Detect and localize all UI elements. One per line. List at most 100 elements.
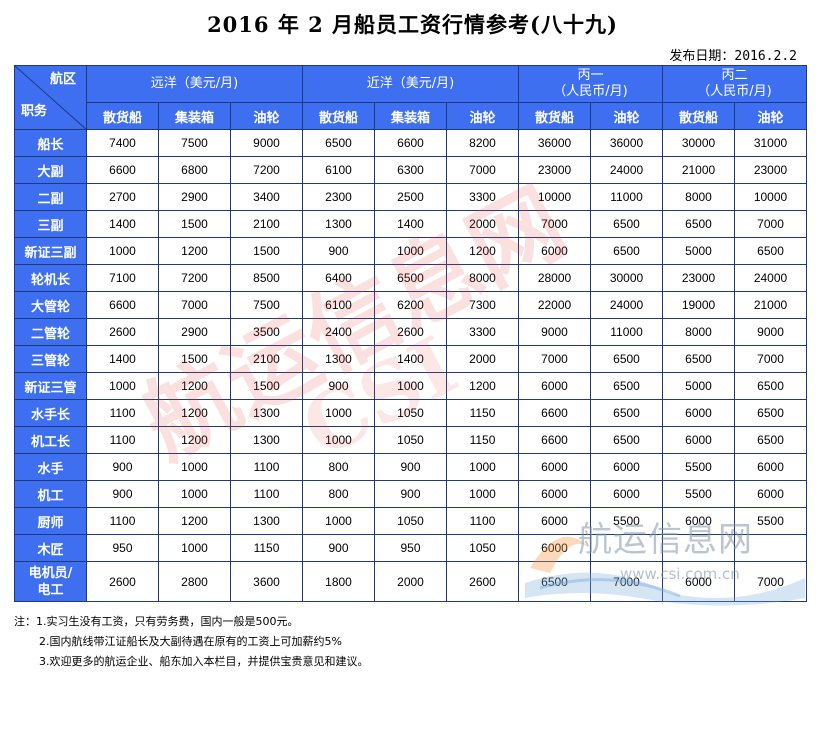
salary-cell: 21000 xyxy=(734,291,808,319)
salary-cell: 7000 xyxy=(734,561,808,602)
salary-cell: 6500 xyxy=(734,372,808,400)
salary-cell: 6000 xyxy=(662,561,736,602)
salary-cell: 6200 xyxy=(374,291,447,319)
salary-cell: 30000 xyxy=(589,264,664,292)
salary-cell: 7000 xyxy=(446,156,519,184)
salary-cell: 1100 xyxy=(230,480,303,508)
salary-cell: 1200 xyxy=(446,372,519,400)
row-role-label: 厨师 xyxy=(14,507,87,535)
salary-cell: 2600 xyxy=(374,318,447,346)
table-row: 二副 2700 2900 3400 2300 2500 3300 10000 11000 8000… xyxy=(14,183,808,211)
row-role-label: 机工长 xyxy=(14,426,87,454)
salary-cell: 3400 xyxy=(230,183,303,211)
salary-cell: 3500 xyxy=(230,318,303,346)
row-role-label: 三管轮 xyxy=(14,345,87,373)
salary-cell: 21000 xyxy=(662,156,736,184)
salary-cell: 2000 xyxy=(446,345,519,373)
salary-cell: 6600 xyxy=(374,129,447,157)
salary-cell: 6500 xyxy=(589,237,664,265)
salary-cell: 2000 xyxy=(446,210,519,238)
salary-cell: 1000 xyxy=(158,534,231,562)
salary-cell: 1000 xyxy=(158,453,231,481)
salary-cell: 8000 xyxy=(446,264,519,292)
salary-cell: 900 xyxy=(86,480,159,508)
salary-cell: 5000 xyxy=(662,237,736,265)
salary-cell: 24000 xyxy=(589,291,664,319)
salary-cell: 900 xyxy=(374,453,447,481)
salary-cell: 6800 xyxy=(158,156,231,184)
corner-role-label: 职务 xyxy=(21,104,48,119)
salary-cell: 6000 xyxy=(734,453,808,481)
salary-cell: 800 xyxy=(302,480,375,508)
subheader-cell: 散货船 xyxy=(662,102,736,130)
salary-cell: 6500 xyxy=(734,426,808,454)
salary-cell: 6500 xyxy=(662,210,736,238)
salary-cell: 5000 xyxy=(662,372,736,400)
salary-cell: 6500 xyxy=(589,372,664,400)
salary-cell: 2600 xyxy=(86,561,159,602)
salary-cell: 1300 xyxy=(302,210,375,238)
salary-cell: 11000 xyxy=(589,318,664,346)
salary-cell: 950 xyxy=(374,534,447,562)
salary-cell: 2500 xyxy=(374,183,447,211)
salary-cell: 1150 xyxy=(446,426,519,454)
salary-cell: 6500 xyxy=(734,399,808,427)
salary-cell: 2100 xyxy=(230,210,303,238)
salary-cell: 5500 xyxy=(734,507,808,535)
table-row: 电机员/电工 2600 2800 3600 1800 2000 2600 6500 7000 60… xyxy=(14,561,808,602)
table-row: 轮机长 7100 7200 8500 6400 6500 8000 28000 30000 230… xyxy=(14,264,808,292)
salary-cell: 1300 xyxy=(230,399,303,427)
salary-cell: 6500 xyxy=(589,426,664,454)
salary-cell: 1500 xyxy=(158,345,231,373)
salary-cell: 1000 xyxy=(158,480,231,508)
salary-cell: 9000 xyxy=(230,129,303,157)
salary-cell: 6500 xyxy=(662,345,736,373)
row-role-label: 水手 xyxy=(14,453,87,481)
salary-cell: 6100 xyxy=(302,291,375,319)
salary-cell: 1500 xyxy=(158,210,231,238)
table-row: 三管轮 1400 1500 2100 1300 1400 2000 7000 6500 6500 7… xyxy=(14,345,808,373)
salary-cell: 6000 xyxy=(662,507,736,535)
salary-cell: 2700 xyxy=(86,183,159,211)
row-role-label: 新证三副 xyxy=(14,237,87,265)
table-row: 厨师 1100 1200 1300 1000 1050 1100 6000 5500 6000 55… xyxy=(14,507,808,535)
salary-cell: 6500 xyxy=(589,210,664,238)
salary-cell: 1050 xyxy=(374,507,447,535)
salary-cell: 6500 xyxy=(374,264,447,292)
salary-cell: 7000 xyxy=(518,345,591,373)
salary-cell: 6600 xyxy=(518,399,591,427)
table-row: 二管轮 2600 2900 3500 2400 2600 3300 9000 11000 8000… xyxy=(14,318,808,346)
salary-cell: 6000 xyxy=(518,372,591,400)
salary-cell: 800 xyxy=(302,453,375,481)
table-row: 大管轮 6600 7000 7500 6100 6200 7300 22000 24000 190… xyxy=(14,291,808,319)
salary-cell: 2800 xyxy=(158,561,231,602)
salary-cell: 2900 xyxy=(158,183,231,211)
salary-cell: 6600 xyxy=(86,156,159,184)
salary-cell: 5500 xyxy=(589,507,664,535)
salary-cell: 6000 xyxy=(518,507,591,535)
group-header-class-c2: 丙二 （人民币/月) xyxy=(662,65,808,103)
salary-cell: 6600 xyxy=(518,426,591,454)
salary-cell: 1000 xyxy=(374,372,447,400)
subheader-cell: 油轮 xyxy=(734,102,808,130)
salary-cell xyxy=(589,534,664,562)
salary-cell: 7200 xyxy=(230,156,303,184)
salary-cell: 7000 xyxy=(734,345,808,373)
salary-cell: 28000 xyxy=(518,264,591,292)
subheader-cell: 散货船 xyxy=(302,102,375,130)
salary-cell: 1200 xyxy=(158,372,231,400)
salary-cell: 7200 xyxy=(158,264,231,292)
subheader-cell: 油轮 xyxy=(446,102,519,130)
salary-cell: 1200 xyxy=(158,237,231,265)
salary-cell: 1100 xyxy=(86,507,159,535)
salary-cell: 6500 xyxy=(302,129,375,157)
salary-cell: 2600 xyxy=(86,318,159,346)
salary-cell: 30000 xyxy=(662,129,736,157)
subheader-cell: 集装箱 xyxy=(158,102,231,130)
salary-cell: 23000 xyxy=(518,156,591,184)
salary-cell: 1000 xyxy=(302,399,375,427)
row-role-label: 三副 xyxy=(14,210,87,238)
group-header-ocean: 远洋（美元/月) xyxy=(86,65,303,103)
salary-cell: 36000 xyxy=(589,129,664,157)
salary-cell: 900 xyxy=(302,372,375,400)
